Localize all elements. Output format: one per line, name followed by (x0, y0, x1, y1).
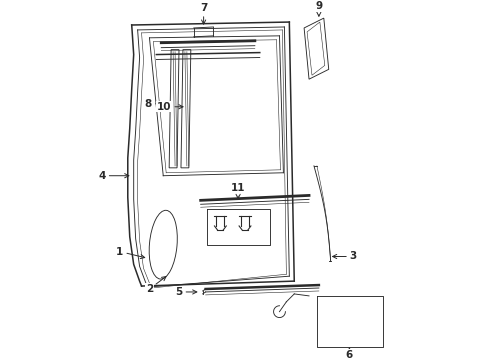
Text: 11: 11 (231, 183, 245, 198)
Text: 5: 5 (175, 287, 197, 297)
Text: 1: 1 (116, 247, 145, 258)
Text: 9: 9 (316, 1, 322, 16)
Text: 10: 10 (157, 102, 183, 112)
Text: 2: 2 (146, 276, 166, 294)
Text: 3: 3 (333, 252, 357, 261)
Text: 8: 8 (145, 99, 171, 109)
Text: 6: 6 (346, 348, 353, 360)
Text: 4: 4 (98, 171, 129, 181)
Text: 7: 7 (200, 3, 207, 24)
